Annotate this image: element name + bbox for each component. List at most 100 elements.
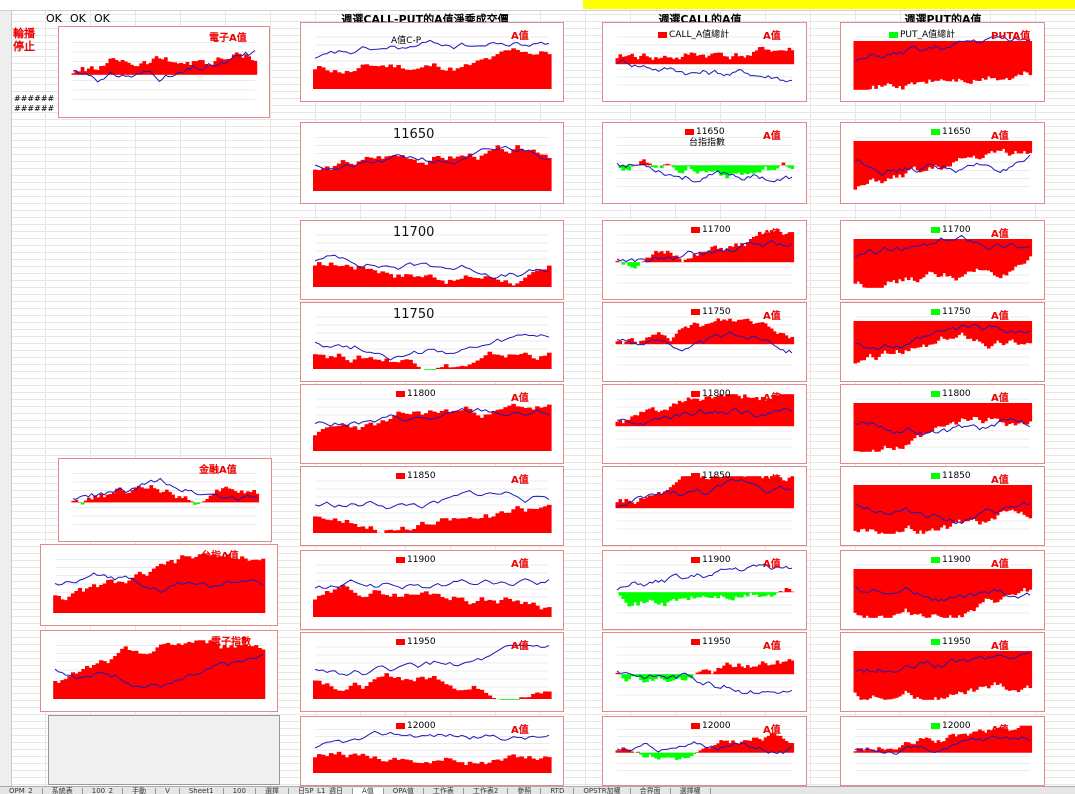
strike-label-call-2: 11700	[691, 225, 731, 235]
chart-cp-5: 11850 A值	[300, 466, 564, 546]
sheet-tab[interactable]: V	[156, 788, 180, 794]
a-label-call-7: A值	[763, 637, 781, 652]
a-label-call-5: A值	[763, 471, 781, 486]
a-label-call-6: A值	[763, 555, 781, 570]
col1-header-label: A值C-P	[391, 33, 421, 46]
a-label-call-2: A值	[763, 225, 781, 240]
chart-put-6: 11900 A值	[840, 550, 1045, 630]
strike-label-call-7: 11950	[691, 637, 731, 647]
chart-cp-3: 11750	[300, 302, 564, 382]
a-label-call-1: A值	[763, 127, 781, 142]
a-label-put-6: A值	[991, 555, 1009, 570]
strike-label-cp-4: 11800	[396, 389, 436, 399]
sheet-tab[interactable]: 系統表	[43, 788, 83, 794]
sheet-tab[interactable]: OPSTR加權	[574, 788, 630, 794]
chart-call-4: 11800 A值	[602, 384, 807, 464]
strike-label-put-7: 11950	[931, 637, 971, 647]
sheet-tab[interactable]: OPA值	[384, 788, 424, 794]
strike-label-put-5: 11850	[931, 471, 971, 481]
hash-row-2: ######	[14, 104, 54, 113]
a-label-put-4: A值	[991, 389, 1009, 404]
strike-label-cp-3: 11750	[393, 307, 434, 322]
sheet-tab[interactable]: 日SP_L1_週日	[289, 788, 353, 794]
chart-call-7: 11950 A值	[602, 632, 807, 712]
strike-label-cp-7: 11950	[396, 637, 436, 647]
left-chart-electronics-title: 電子A值	[209, 29, 247, 44]
a-label-cp-5: A值	[511, 471, 529, 486]
sheet-tab[interactable]: 參照	[508, 788, 541, 794]
sheet-tab[interactable]: 工作表2	[464, 788, 508, 794]
chart-cp-2: 11700	[300, 220, 564, 300]
legend-call-extra: 台指指數	[689, 135, 725, 148]
legend-call-0: CALL_A值總計	[658, 27, 729, 40]
strike-label-call-6: 11900	[691, 555, 731, 565]
sheet-tab[interactable]: Sheet1	[180, 788, 224, 794]
chart-call-8: 12000 A值	[602, 716, 807, 786]
left-chart-multiline	[48, 715, 280, 785]
sheet-tab[interactable]: OPM_2	[0, 788, 43, 794]
chart-cp-8: 12000 A值	[300, 716, 564, 786]
sheet-tab[interactable]: RTD	[541, 788, 574, 794]
a-label-put-3: A值	[991, 307, 1009, 322]
strike-label-cp-1: 11650	[393, 127, 434, 142]
a-label-call-4: A值	[763, 389, 781, 404]
chart-put-8: 12000 A值	[840, 716, 1045, 786]
ok-button-3[interactable]: OK	[94, 12, 110, 25]
strike-label-cp-2: 11700	[393, 225, 434, 240]
a-label-cp-6: A值	[511, 555, 529, 570]
strike-label-put-4: 11800	[931, 389, 971, 399]
left-chart-finance: 金融A值	[58, 458, 272, 542]
strike-label-cp-8: 12000	[396, 721, 436, 731]
row-header-column	[0, 0, 12, 786]
sheet-tab[interactable]: 工作表	[424, 788, 464, 794]
chart-call-3: 11750 A值	[602, 302, 807, 382]
a-label-cp-7: A值	[511, 637, 529, 652]
a-label-put-8: A值	[991, 721, 1009, 736]
strike-label-cp-5: 11850	[396, 471, 436, 481]
left-chart-electronics: 電子A值	[58, 26, 270, 118]
a-label-call-3: A值	[763, 307, 781, 322]
chart-cp-1: 11650	[300, 122, 564, 204]
stop-label[interactable]: 停止	[13, 38, 35, 54]
a-label-put-5: A值	[991, 471, 1009, 486]
chart-cp-4: 11800 A值	[300, 384, 564, 464]
chart-put-1: 11650 A值	[840, 122, 1045, 204]
strike-label-put-6: 11900	[931, 555, 971, 565]
strike-label-call-4: 11800	[691, 389, 731, 399]
a-label-cp-8: A值	[511, 721, 529, 736]
left-chart-finance-title: 金融A值	[199, 461, 237, 476]
sheet-tab[interactable]: 合界面	[631, 788, 671, 794]
strike-label-call-8: 12000	[691, 721, 731, 731]
strike-label-put-8: 12000	[931, 721, 971, 731]
sheet-tab[interactable]: 手動	[123, 788, 156, 794]
left-chart-taiex-title: 台指A值	[201, 547, 239, 562]
a-label-put-1: A值	[991, 127, 1009, 142]
chart-put-3: 11750 A值	[840, 302, 1045, 382]
sheet-tab[interactable]: 100	[224, 788, 256, 794]
ok-button-2[interactable]: OK	[70, 12, 86, 25]
a-label-call-8: A值	[763, 721, 781, 736]
strike-label-put-3: 11750	[931, 307, 971, 317]
strike-label-put-1: 11650	[931, 127, 971, 137]
sheet-tab[interactable]: 選擇權	[671, 788, 711, 794]
sheet-tab[interactable]: 100_2	[83, 788, 123, 794]
sheet-tab[interactable]: A值	[353, 788, 384, 794]
sheet-tab[interactable]: 選擇	[256, 788, 289, 794]
ok-button-1[interactable]: OK	[46, 12, 62, 25]
hash-row-1: ######	[14, 94, 54, 103]
legend-put-0: PUT_A值總計	[889, 27, 955, 40]
puta-label: PUTA值	[991, 27, 1030, 42]
a-label-cp-4: A值	[511, 389, 529, 404]
strike-label-put-2: 11700	[931, 225, 971, 235]
chart-put-4: 11800 A值	[840, 384, 1045, 464]
strike-label-call-3: 11750	[691, 307, 731, 317]
chart-call-2: 11700 A值	[602, 220, 807, 300]
chart-put-0: PUT_A值總計 PUTA值	[840, 22, 1045, 102]
